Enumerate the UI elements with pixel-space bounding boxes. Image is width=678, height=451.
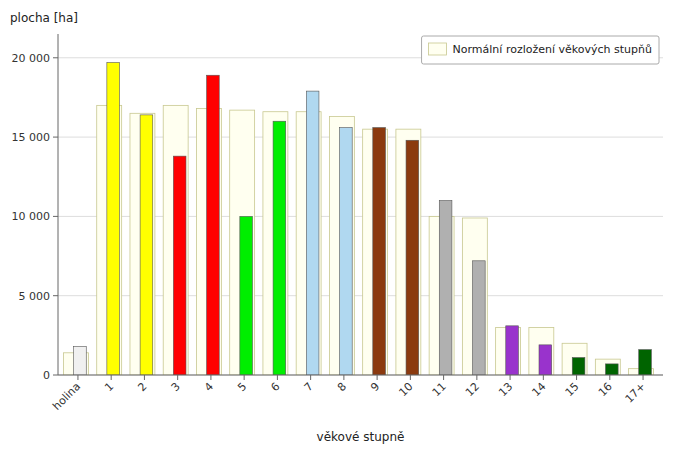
y-axis-line (58, 34, 59, 375)
tick-mark (310, 375, 311, 380)
tick-mark (53, 216, 58, 217)
legend: Normální rozložení věkových stupňů (422, 36, 659, 64)
tick-mark (476, 375, 477, 380)
tick-label: 8 (335, 380, 349, 394)
actual-bar (506, 326, 519, 375)
tick-label: 5 000 (19, 290, 51, 303)
tick-mark (377, 375, 378, 380)
tick-mark (277, 375, 278, 380)
x-axis-label: věkové stupně (317, 430, 405, 444)
normal-bar (396, 129, 421, 375)
tick-label: 7 (302, 380, 316, 394)
tick-label: 1 (102, 380, 116, 394)
normal-bar (529, 327, 554, 375)
tick-label: 15 (563, 380, 582, 399)
tick-label: 17+ (623, 380, 649, 406)
tick-mark (53, 295, 58, 296)
tick-label: 15 000 (12, 131, 51, 144)
tick-mark (53, 57, 58, 58)
normal-bar (462, 218, 487, 375)
tick-mark (77, 375, 78, 380)
normal-bar (562, 343, 587, 375)
normal-bar (329, 116, 354, 375)
tick-label: 20 000 (12, 52, 51, 65)
tick-label: 4 (202, 380, 216, 394)
tick-mark (410, 375, 411, 380)
actual-bar (207, 75, 220, 375)
actual-bar (373, 128, 386, 375)
tick-label: 11 (430, 380, 449, 399)
legend-swatch (429, 43, 447, 55)
actual-bar (306, 91, 319, 375)
normal-bar (130, 113, 155, 375)
actual-bar (340, 128, 353, 375)
tick-label: 10 000 (12, 210, 51, 223)
actual-bar (140, 115, 153, 375)
tick-label: 10 (396, 380, 415, 399)
tick-label: 3 (169, 380, 183, 394)
tick-mark (510, 375, 511, 380)
tick-mark (177, 375, 178, 380)
tick-mark (210, 375, 211, 380)
actual-bar (572, 358, 585, 375)
normal-bar (263, 112, 288, 375)
tick-mark (443, 375, 444, 380)
x-axis: holina1234567891011121314151617+ (50, 375, 648, 413)
y-axis-label: plocha [ha] (10, 11, 78, 25)
normal-bar (595, 359, 620, 375)
legend-label: Normální rozložení věkových stupňů (453, 43, 652, 56)
actual-bar (240, 216, 253, 375)
actual-bar (539, 345, 552, 375)
tick-label: 2 (135, 380, 149, 394)
tick-mark (543, 375, 544, 380)
actual-bar (173, 156, 186, 375)
tick-mark (576, 375, 577, 380)
tick-label: 14 (529, 380, 548, 399)
tick-mark (53, 137, 58, 138)
actual-bar (74, 346, 87, 375)
normal-bar (163, 105, 188, 375)
tick-label: 13 (496, 380, 515, 399)
actual-bar (639, 350, 652, 375)
tick-mark (144, 375, 145, 380)
tick-mark (53, 375, 58, 376)
actual-bar (107, 63, 120, 375)
grid (58, 58, 663, 375)
normal-bar (230, 110, 255, 375)
x-axis-line (58, 375, 663, 376)
tick-label: 6 (268, 380, 282, 394)
tick-label: 9 (368, 380, 382, 394)
tick-label: 12 (463, 380, 482, 399)
tick-mark (244, 375, 245, 380)
bars (63, 63, 653, 375)
tick-label: holina (50, 380, 83, 413)
tick-mark (609, 375, 610, 380)
grid-line (58, 375, 663, 376)
chart: 05 00010 00015 00020 000holina1234567891… (0, 0, 678, 451)
tick-label: 0 (43, 369, 50, 382)
y-axis: 0 5 000 10 000 15 000 20 000 (12, 52, 59, 382)
actual-bar (473, 261, 486, 375)
tick-mark (111, 375, 112, 380)
actual-bar (273, 121, 286, 375)
tick-mark (643, 375, 644, 380)
legend-frame (422, 36, 659, 64)
actual-bar (605, 364, 618, 375)
actual-bar (439, 201, 452, 375)
tick-mark (343, 375, 344, 380)
tick-label: 16 (596, 380, 615, 399)
tick-label: 5 (235, 380, 249, 394)
actual-bar (406, 140, 419, 375)
